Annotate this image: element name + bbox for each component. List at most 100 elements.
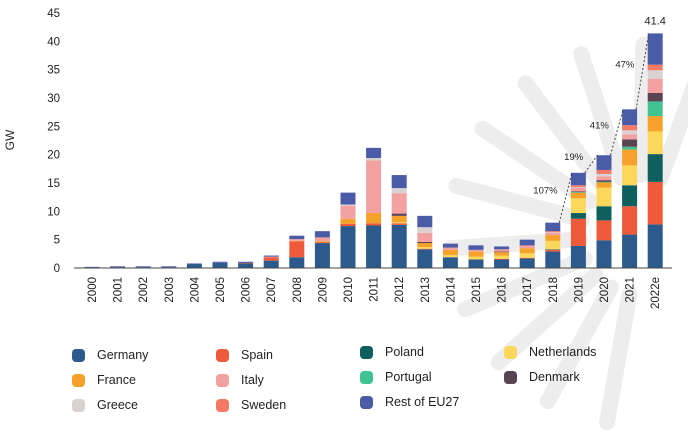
legend-item-portugal: Portugal	[360, 370, 432, 384]
bar-stack-2011	[366, 147, 382, 268]
bar-segment-rest-of-eu27	[161, 266, 177, 268]
growth-label: 107%	[533, 186, 558, 197]
bar-segment-germany	[238, 263, 254, 268]
bar-stack-2007	[263, 255, 279, 268]
bar-segment-greece	[340, 204, 356, 206]
bar-segment-denmark	[570, 191, 586, 193]
bar-segment-denmark	[391, 213, 407, 216]
bar-segment-portugal	[647, 101, 663, 117]
bar-segment-spain	[647, 181, 663, 225]
bar-segment-netherlands	[391, 222, 407, 224]
bar-segment-france	[417, 243, 433, 248]
growth-connector	[558, 172, 573, 223]
bar-segment-spain	[494, 258, 510, 260]
bar-segment-netherlands	[494, 255, 510, 259]
bar-segment-germany	[366, 225, 382, 268]
x-tick-label: 2003	[164, 277, 176, 303]
bar-segment-germany	[545, 251, 561, 268]
bar-segment-italy	[263, 256, 279, 258]
bar-segment-sweden	[545, 231, 561, 233]
bar-segment-germany	[340, 226, 356, 268]
legend-swatch	[72, 398, 85, 412]
decor-ray	[457, 250, 593, 318]
legend-item-netherlands: Netherlands	[504, 345, 596, 359]
bar-segment-spain	[622, 206, 638, 235]
bar-segment-spain	[417, 248, 433, 250]
legend-label: Poland	[385, 345, 424, 359]
bar-segment-poland	[545, 249, 561, 250]
bar-segment-italy	[647, 78, 663, 93]
bar-segment-germany	[212, 262, 228, 268]
bar-segment-germany	[186, 264, 202, 268]
bar-segment-rest-of-eu27	[596, 155, 612, 170]
bar-segment-rest-of-eu27	[417, 215, 433, 228]
x-tick-label: 2018	[548, 277, 560, 303]
decor-ray	[573, 46, 630, 186]
bar-segment-italy	[340, 205, 356, 219]
legend-label: Netherlands	[529, 345, 597, 359]
bar-segment-sweden	[570, 185, 586, 187]
bar-segment-netherlands	[442, 254, 458, 258]
bar-stack-2017	[519, 239, 535, 268]
total-label: 41.4	[644, 15, 665, 27]
bar-segment-rest-of-eu27	[212, 261, 228, 263]
bar-stack-2021	[622, 109, 638, 268]
bar-segment-denmark	[596, 180, 612, 182]
bar-segment-france	[622, 149, 638, 166]
decor-ray	[539, 279, 619, 410]
bar-segment-italy	[442, 247, 458, 250]
x-tick-label: 2000	[87, 277, 99, 303]
x-tick-label: 2013	[420, 277, 432, 303]
bar-segment-germany	[289, 257, 305, 268]
bar-segment-germany	[417, 249, 433, 268]
bar-segment-germany	[442, 257, 458, 268]
bar-segment-rest-of-eu27	[289, 235, 305, 240]
bar-segment-greece	[596, 173, 612, 177]
legend-swatch	[360, 395, 373, 409]
bar-segment-poland	[622, 185, 638, 207]
bar-segment-france	[314, 241, 330, 243]
bar-segment-germany	[494, 259, 510, 268]
bar-segment-spain	[238, 262, 254, 264]
bar-segment-poland	[570, 213, 586, 219]
bar-segment-germany	[314, 243, 330, 268]
bar-segment-spain	[545, 249, 561, 252]
legend-label: Italy	[241, 373, 264, 387]
legend-swatch	[360, 370, 373, 384]
x-tick-label: 2001	[113, 277, 125, 303]
legend-swatch	[216, 373, 229, 387]
bar-segment-rest-of-eu27	[366, 147, 382, 159]
y-tick-label: 5	[54, 235, 60, 247]
bar-segment-greece	[647, 70, 663, 79]
x-tick-label: 2015	[471, 277, 483, 303]
bar-stack-2020	[596, 155, 612, 268]
bar-segment-rest-of-eu27	[494, 246, 510, 250]
legend-item-italy: Italy	[216, 373, 264, 387]
bar-stack-2004	[186, 263, 202, 268]
bar-segment-spain	[263, 257, 279, 261]
legend-item-sweden: Sweden	[216, 398, 286, 412]
bar-segment-france	[340, 218, 356, 224]
bar-segment-italy	[391, 193, 407, 214]
bar-segment-italy	[468, 249, 484, 252]
bar-segment-france	[289, 240, 305, 242]
bar-segment-portugal	[622, 146, 638, 150]
bar-segment-rest-of-eu27	[570, 172, 586, 186]
bar-segment-rest-of-eu27	[545, 222, 561, 232]
bar-segment-italy	[366, 160, 382, 214]
x-tick-label: 2008	[292, 277, 304, 303]
bar-segment-spain	[596, 220, 612, 241]
bar-segment-greece	[570, 186, 586, 188]
bar-segment-italy	[622, 134, 638, 140]
legend-swatch	[72, 348, 85, 362]
legend-label: Germany	[97, 348, 149, 362]
legend-swatch	[72, 373, 85, 387]
legend: Germany Spain Poland Netherlands France Italy…	[72, 345, 672, 428]
bar-segment-denmark	[494, 251, 510, 253]
bar-segment-italy	[314, 237, 330, 242]
x-tick-label: 2019	[573, 277, 585, 303]
y-tick-label: 20	[47, 150, 60, 162]
bar-segment-rest-of-eu27	[135, 266, 151, 268]
bar-segment-netherlands	[596, 187, 612, 207]
